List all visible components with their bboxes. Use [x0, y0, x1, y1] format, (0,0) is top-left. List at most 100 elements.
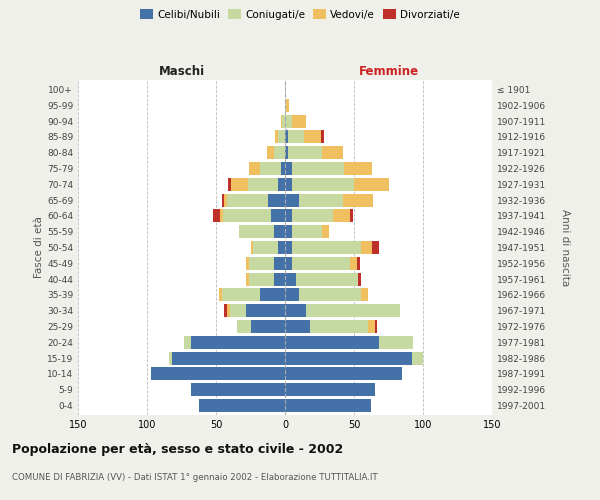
Bar	[274, 225, 285, 238]
Bar	[286, 99, 289, 112]
Bar	[151, 368, 285, 380]
Bar	[379, 336, 413, 349]
Bar	[271, 210, 285, 222]
Bar	[191, 383, 285, 396]
Bar	[296, 272, 358, 285]
Bar	[285, 288, 299, 302]
Bar	[199, 399, 285, 412]
Bar	[282, 114, 285, 128]
Bar	[184, 336, 191, 349]
Bar	[292, 210, 334, 222]
Bar	[343, 194, 373, 206]
Bar	[292, 241, 361, 254]
Bar	[292, 225, 322, 238]
Y-axis label: Anni di nascita: Anni di nascita	[560, 209, 570, 286]
Bar	[278, 130, 285, 143]
Bar	[285, 210, 292, 222]
Bar	[230, 304, 247, 317]
Bar	[372, 241, 379, 254]
Bar	[221, 288, 260, 302]
Bar	[285, 368, 403, 380]
Bar	[268, 194, 285, 206]
Bar	[219, 288, 221, 302]
Bar	[285, 257, 292, 270]
Bar	[292, 114, 306, 128]
Bar	[285, 162, 292, 175]
Bar	[334, 210, 350, 222]
Bar	[260, 288, 285, 302]
Bar	[285, 114, 292, 128]
Bar	[310, 320, 368, 333]
Bar	[221, 194, 224, 206]
Bar	[285, 383, 374, 396]
Bar	[260, 162, 281, 175]
Bar	[357, 257, 359, 270]
Bar	[281, 162, 285, 175]
Bar	[350, 210, 353, 222]
Bar	[275, 130, 278, 143]
Bar	[285, 130, 288, 143]
Bar	[229, 178, 231, 191]
Bar	[285, 352, 412, 364]
Bar	[247, 272, 249, 285]
Bar	[251, 320, 285, 333]
Bar	[236, 320, 251, 333]
Bar	[249, 272, 274, 285]
Bar	[247, 257, 249, 270]
Bar	[285, 336, 379, 349]
Bar	[248, 178, 278, 191]
Bar	[227, 304, 230, 317]
Bar	[239, 225, 274, 238]
Bar	[278, 178, 285, 191]
Bar	[412, 352, 423, 364]
Bar	[292, 178, 354, 191]
Bar	[368, 320, 374, 333]
Bar	[224, 194, 227, 206]
Bar	[306, 304, 400, 317]
Bar	[281, 114, 282, 128]
Text: COMUNE DI FABRIZIA (VV) - Dati ISTAT 1° gennaio 2002 - Elaborazione TUTTITALIA.I: COMUNE DI FABRIZIA (VV) - Dati ISTAT 1° …	[12, 472, 377, 482]
Bar	[274, 257, 285, 270]
Bar	[223, 210, 271, 222]
Bar	[172, 352, 285, 364]
Bar	[213, 210, 220, 222]
Bar	[299, 288, 361, 302]
Bar	[361, 241, 372, 254]
Bar	[285, 99, 286, 112]
Bar	[322, 146, 343, 159]
Bar	[253, 241, 278, 254]
Bar	[292, 162, 344, 175]
Y-axis label: Fasce di età: Fasce di età	[34, 216, 44, 278]
Bar	[288, 130, 304, 143]
Bar	[169, 352, 172, 364]
Bar	[249, 257, 274, 270]
Bar	[299, 194, 343, 206]
Bar	[224, 304, 227, 317]
Bar	[361, 288, 368, 302]
Bar	[322, 225, 329, 238]
Bar	[344, 162, 372, 175]
Bar	[191, 336, 285, 349]
Bar	[247, 304, 285, 317]
Bar	[220, 210, 223, 222]
Bar	[249, 162, 260, 175]
Bar	[292, 257, 350, 270]
Bar	[285, 399, 371, 412]
Bar	[285, 320, 310, 333]
Bar	[231, 178, 248, 191]
Bar	[304, 130, 321, 143]
Bar	[278, 241, 285, 254]
Bar	[374, 320, 377, 333]
Bar	[285, 194, 299, 206]
Bar	[251, 241, 253, 254]
Bar	[350, 257, 357, 270]
Bar	[274, 272, 285, 285]
Bar	[285, 272, 296, 285]
Text: Maschi: Maschi	[158, 66, 205, 78]
Bar	[358, 272, 361, 285]
Bar	[285, 178, 292, 191]
Bar	[285, 304, 306, 317]
Bar	[285, 225, 292, 238]
Bar	[285, 241, 292, 254]
Bar	[285, 146, 288, 159]
